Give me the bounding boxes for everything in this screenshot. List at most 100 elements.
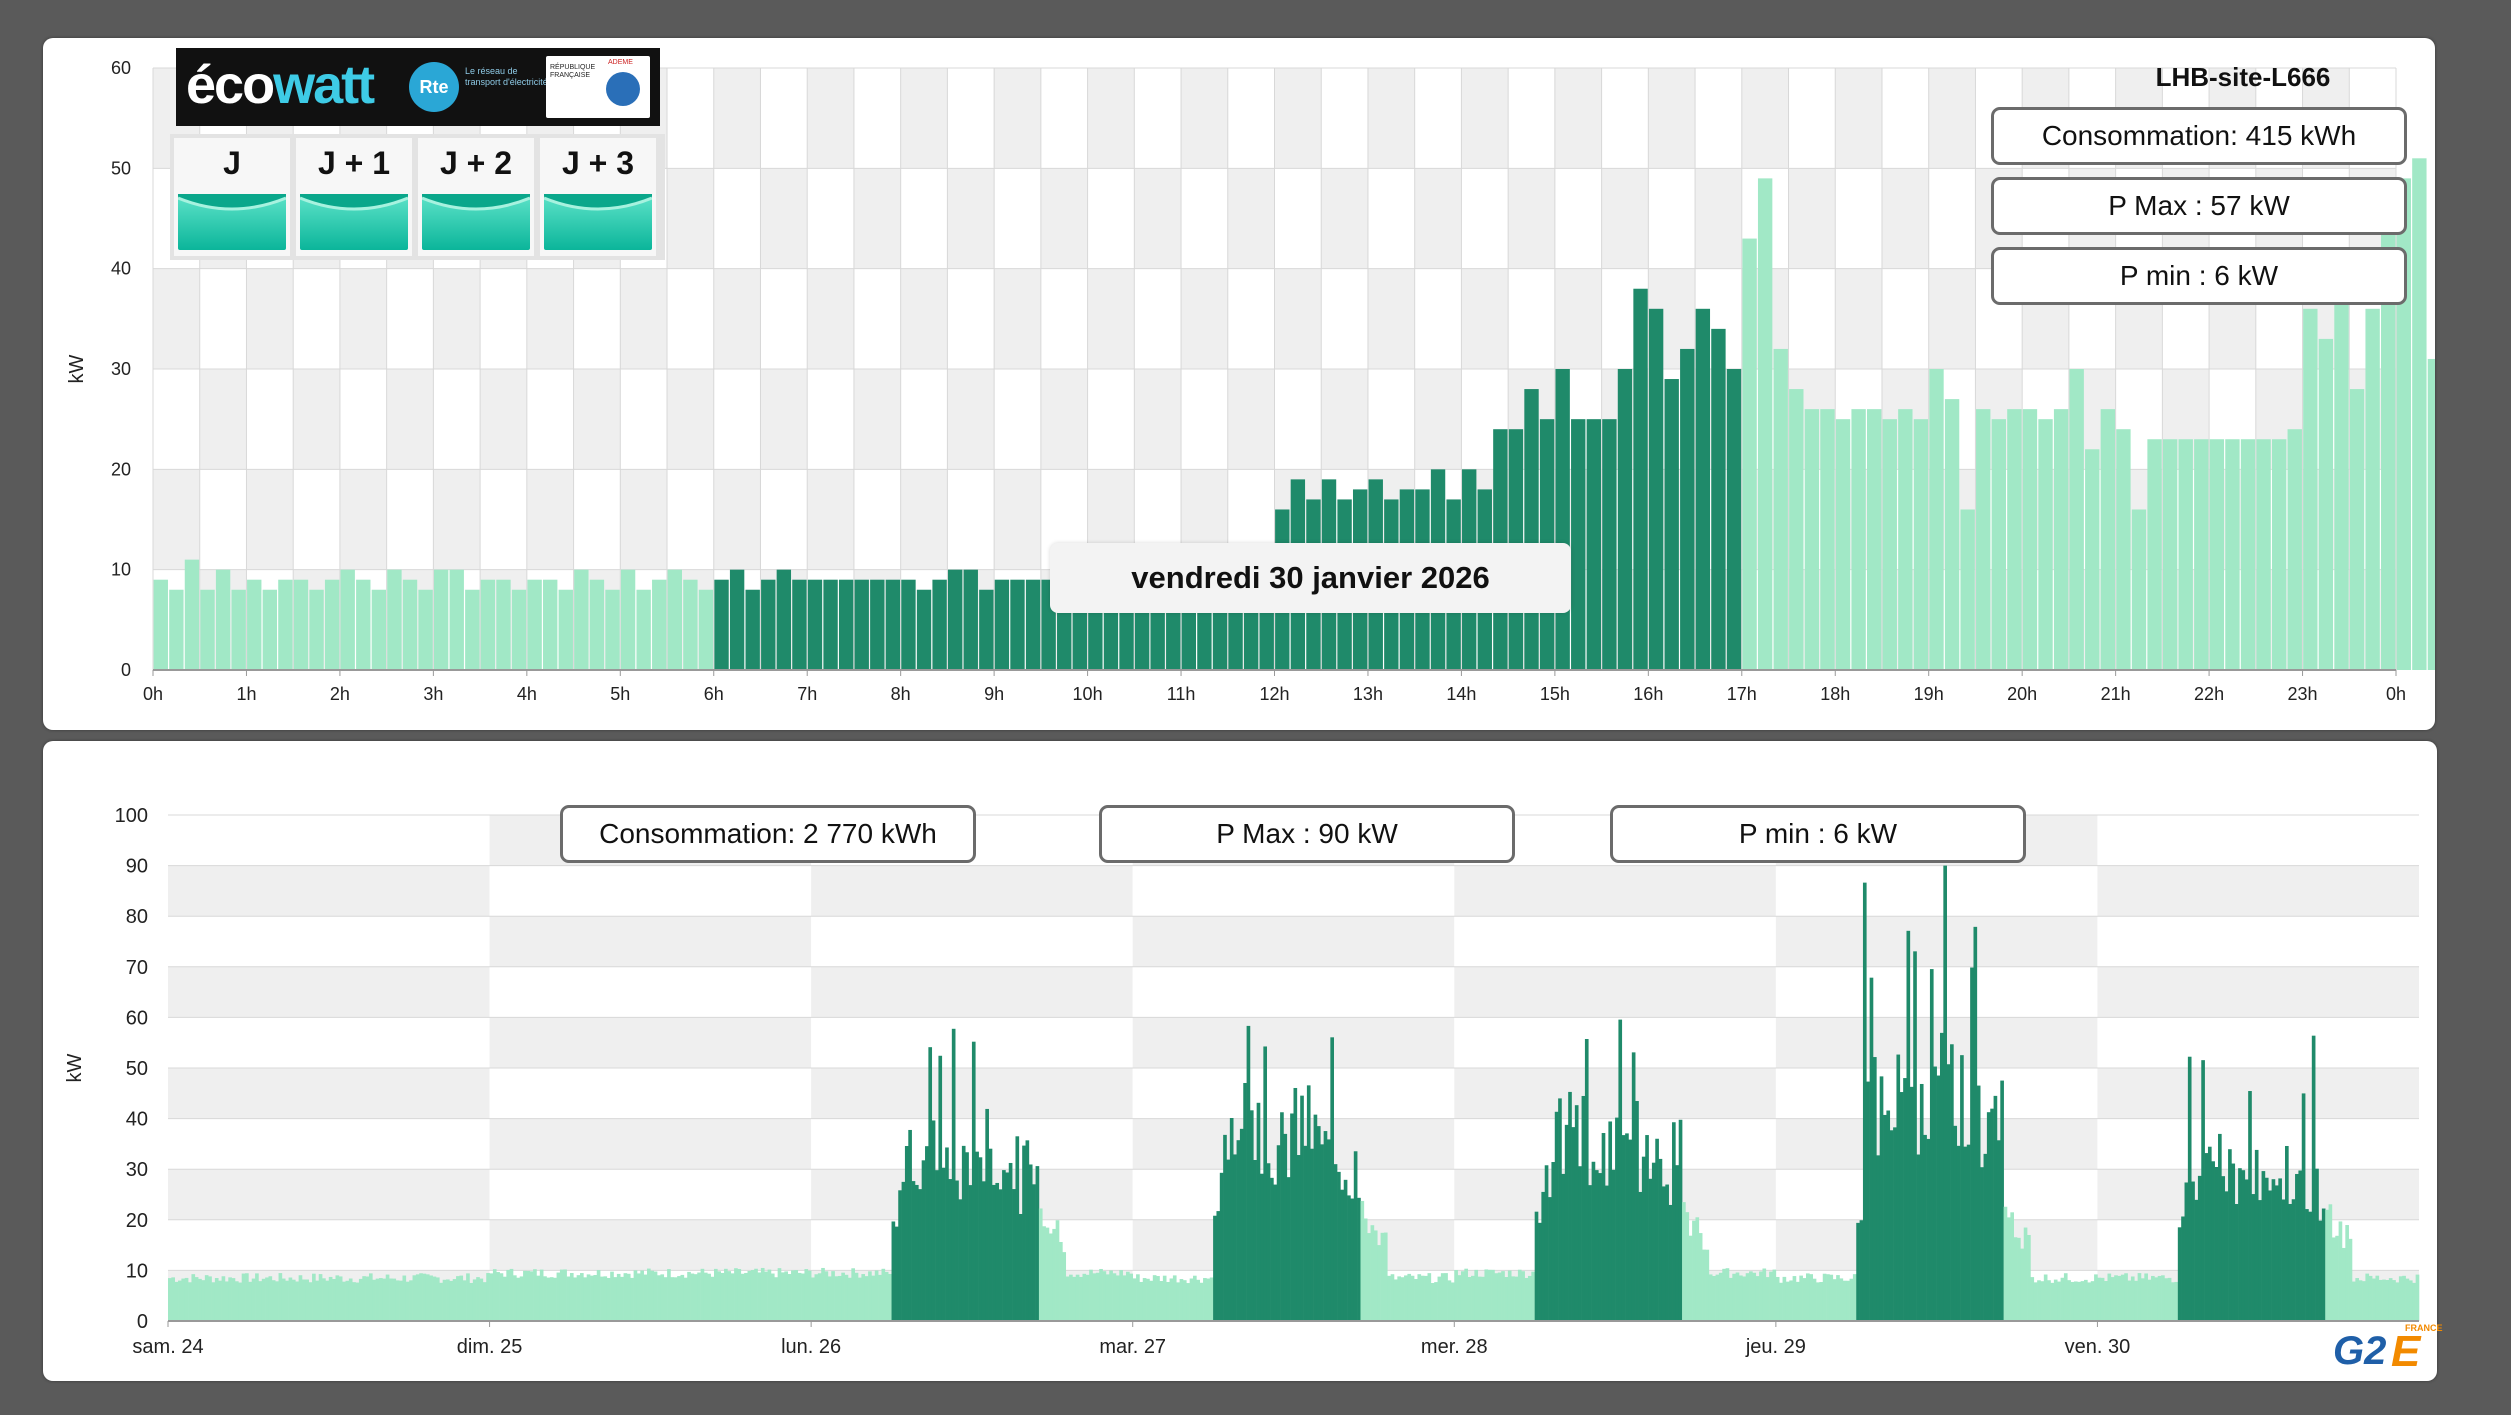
forecast-day-j3[interactable]: J + 3: [540, 138, 656, 256]
bar: [2033, 1282, 2038, 1321]
bar: [433, 569, 449, 670]
bar: [2274, 1185, 2279, 1321]
bar: [640, 1270, 644, 1321]
bar: [1005, 1172, 1010, 1321]
bar: [770, 1273, 775, 1321]
grid-cell: [2097, 1017, 2419, 1068]
bar: [1762, 1268, 1767, 1321]
forecast-day-j2[interactable]: J + 2: [418, 138, 534, 256]
ecowatt-forecast: J J + 1 J + 2 J + 3: [170, 134, 665, 260]
bar: [1846, 1280, 1850, 1321]
bar: [1789, 1280, 1793, 1321]
bar: [630, 1277, 634, 1321]
bar: [2341, 1247, 2346, 1321]
x-tick-label: mer. 28: [1421, 1336, 1488, 1358]
bar: [1527, 1275, 1532, 1321]
bar: [1002, 1170, 1006, 1321]
grid-cell: [386, 369, 434, 470]
bar: [1333, 1164, 1338, 1321]
grid-cell: [1321, 68, 1368, 169]
bar: [596, 1269, 601, 1321]
bar: [362, 1276, 366, 1321]
bar: [963, 569, 978, 670]
bar: [2271, 1179, 2276, 1321]
bar: [2100, 409, 2116, 670]
bar: [429, 1275, 433, 1321]
ecowatt-banner[interactable]: écowatt Rte Le réseau de transport d'éle…: [176, 48, 660, 126]
bar: [2007, 409, 2022, 670]
bar: [660, 1274, 665, 1321]
bar: [1260, 1173, 1264, 1321]
bar: [1115, 1275, 1120, 1321]
weekly-pmax-box: P Max : 90 kW: [1099, 805, 1515, 863]
bar: [2395, 1282, 2400, 1321]
bar: [1820, 409, 1835, 670]
bar: [462, 1280, 467, 1321]
bar: [348, 1278, 353, 1321]
grid-cell: [900, 469, 948, 570]
bar: [1447, 1280, 1452, 1321]
bar: [200, 589, 215, 670]
bar: [389, 1278, 393, 1321]
forecast-day-j1[interactable]: J + 1: [296, 138, 412, 256]
bar: [291, 1279, 296, 1321]
bar: [1869, 977, 1874, 1321]
bar: [2241, 1170, 2246, 1321]
bar: [499, 1273, 504, 1321]
bar: [1055, 1220, 1060, 1321]
bar: [1531, 1271, 1535, 1321]
bar: [888, 1273, 892, 1321]
bar: [1578, 1166, 1582, 1321]
x-tick-label: 16h: [1633, 684, 1663, 704]
bar: [1059, 1241, 1063, 1321]
bar: [921, 1160, 926, 1321]
bar: [2211, 1161, 2215, 1321]
grid-cell: [1461, 268, 1509, 369]
bar: [1283, 1133, 1288, 1321]
bar: [774, 1277, 778, 1321]
bar: [2191, 1181, 2195, 1321]
bar: [851, 1268, 855, 1321]
bar: [2157, 1275, 2162, 1321]
bar: [1223, 1134, 1227, 1321]
bar: [496, 1272, 500, 1321]
bar: [2240, 439, 2256, 670]
y-tick-label: 40: [111, 259, 131, 279]
bar: [422, 1273, 427, 1321]
grid-cell: [1087, 369, 1135, 470]
bar: [807, 1270, 812, 1321]
grid-cell: [667, 469, 714, 570]
bar: [2301, 1093, 2306, 1321]
bar: [941, 1167, 946, 1321]
grid-cell: [1132, 966, 1455, 1018]
bar: [697, 1272, 701, 1321]
bar: [1648, 308, 1664, 670]
bar: [1152, 1275, 1157, 1321]
grid-cell: [1928, 68, 1976, 169]
bar: [2162, 439, 2178, 670]
bar: [1400, 1277, 1405, 1321]
bar: [1561, 1173, 1566, 1321]
bar: [2328, 1204, 2333, 1321]
bar: [1521, 1271, 1525, 1321]
ecowatt-logo-part: éco: [186, 55, 275, 115]
bar: [703, 1272, 708, 1321]
bar: [1075, 1274, 1080, 1321]
bar: [358, 1278, 363, 1321]
bar: [245, 1273, 249, 1321]
bar: [231, 1278, 236, 1321]
bar: [2244, 1179, 2249, 1321]
bar: [1554, 1111, 1559, 1321]
bar: [2201, 1060, 2205, 1321]
bar: [2288, 1203, 2293, 1321]
bar: [1712, 1276, 1716, 1321]
grid-cell: [168, 1169, 490, 1220]
y-tick-label: 60: [126, 1007, 148, 1029]
grid-cell: [947, 68, 995, 169]
forecast-day-j[interactable]: J: [174, 138, 290, 256]
bar: [2003, 1206, 2008, 1321]
bar: [372, 1279, 376, 1321]
grid-cell: [1454, 966, 1776, 1018]
bar: [1685, 1212, 1690, 1321]
bar: [301, 1279, 306, 1321]
